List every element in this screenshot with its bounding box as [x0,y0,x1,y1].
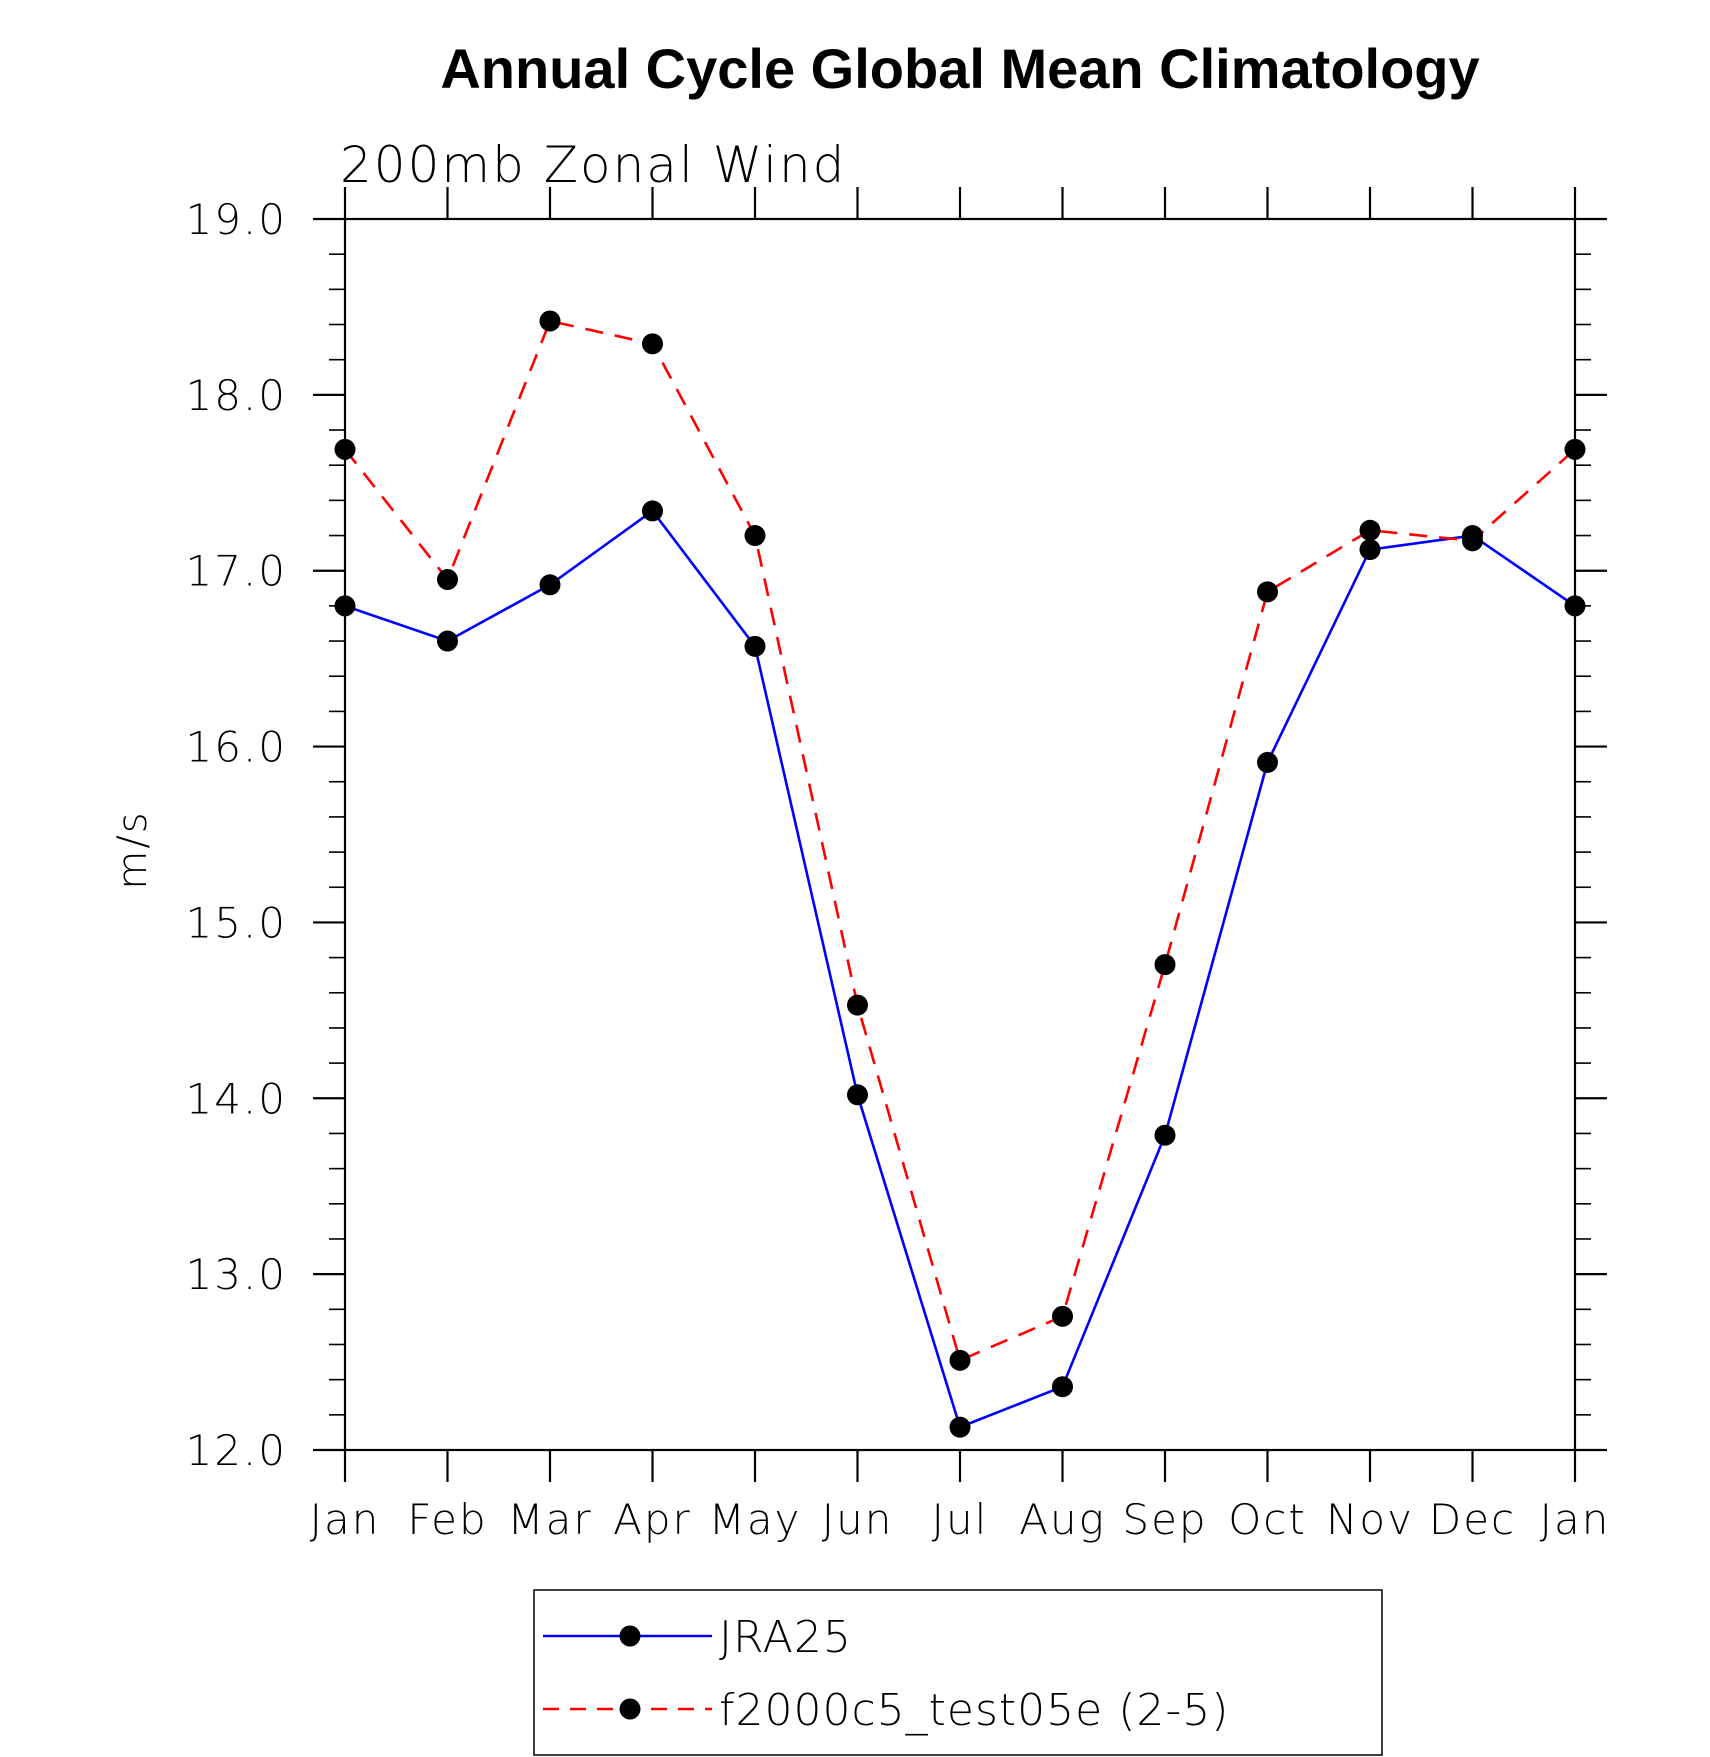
data-point [1052,1305,1073,1327]
x-tick-label: Aug [1019,1495,1106,1544]
legend-item-f2000c5: f2000c5_test05e (2-5) [543,1685,1229,1736]
data-point [334,595,356,617]
data-point [949,1416,971,1438]
x-tick-label: Jun [822,1495,894,1544]
y-tick-label: 17.0 [185,547,287,596]
data-point [847,1084,868,1106]
data-point [1462,530,1483,552]
chart-title: Annual Cycle Global Mean Climatology [440,37,1479,100]
chart-subtitle: 200mb Zonal Wind [340,136,846,194]
data-point [1359,519,1381,541]
legend: JRA25 f2000c5_test05e (2-5) [533,1589,1383,1756]
x-tick-label: Mar [507,1495,592,1544]
series-line-f2000c5 [343,319,1576,1362]
y-tick-label: 13.0 [185,1250,287,1299]
legend-label: JRA25 [719,1612,852,1663]
x-tick-label: Oct [1228,1495,1307,1544]
plot-area: Jan Feb Mar Apr May Jun Jul Aug Sep Oct Nov Dec Jan 1… [185,187,1611,1544]
data-point [437,569,458,591]
data-point [1154,954,1176,976]
y-tick-label: 16.0 [185,723,287,772]
data-point [1564,595,1586,617]
data-point [1564,438,1586,460]
legend-swatch-marker [619,1698,641,1720]
data-point [539,574,561,596]
legend-swatch-marker [619,1625,641,1647]
data-point [437,630,458,652]
x-tick-label: Jan [1540,1495,1611,1544]
data-point [642,333,663,355]
x-tick-label: Apr [613,1495,692,1544]
data-point [1359,539,1381,561]
y-tick-label: 15.0 [185,898,287,947]
x-tick-label: May [709,1495,802,1544]
y-tick-label: 12.0 [185,1426,287,1475]
x-tick-label: Jul [932,1495,989,1544]
legend-label: f2000c5_test05e (2-5) [719,1685,1229,1736]
x-tick-label: Nov [1326,1495,1414,1544]
legend-item-jra25: JRA25 [543,1612,852,1663]
legend-box [533,1589,1383,1756]
data-point [1052,1376,1073,1398]
series-line-jra25 [344,509,1576,1429]
data-point [744,635,766,657]
y-axis-title: m/s [110,810,156,889]
data-point [744,525,766,547]
data-point [539,310,561,332]
x-tick-label: Jan [310,1495,381,1544]
x-tick-label: Dec [1429,1495,1516,1544]
data-point [642,500,663,522]
y-tick-label: 19.0 [185,195,287,244]
x-tick-label: Sep [1122,1495,1207,1544]
x-tick-label: Feb [407,1495,487,1544]
data-point [334,438,356,460]
data-point [847,994,868,1016]
data-point [949,1349,971,1371]
data-point [1257,751,1278,773]
data-point [1154,1124,1176,1146]
y-tick-label: 14.0 [185,1074,287,1123]
y-tick-label: 18.0 [185,371,287,420]
plot-frame [343,217,1577,1452]
data-point [1257,581,1278,603]
